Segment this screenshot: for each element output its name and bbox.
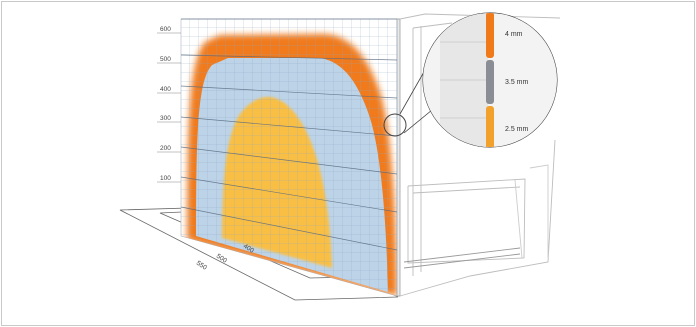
tick-label-500: 500 (160, 56, 171, 63)
load-chart-panel (180, 18, 398, 297)
panel-perspective-lines (180, 18, 398, 251)
tick-label-100: 100 (160, 175, 171, 182)
cabinet-front-panel (396, 18, 401, 297)
depth-label-400: 400 (242, 243, 255, 255)
tick-label-400: 400 (160, 86, 171, 93)
panel-grid (181, 19, 397, 296)
callout-connector-bottom (403, 109, 433, 134)
callout-bar-3-5mm (486, 60, 494, 104)
callout-label-bottom: 2.5 mm (505, 126, 529, 133)
drawer-cabinet (396, 13, 561, 297)
tick-label-200: 200 (160, 145, 171, 152)
callout-label-middle: 3.5 mm (505, 79, 529, 86)
tick-label-300: 300 (160, 115, 171, 122)
y-axis: 600 500 400 300 200 100 (157, 26, 181, 183)
depth-label-500: 500 (215, 253, 228, 265)
detail-marker-circle (383, 113, 407, 137)
depth-label-550: 550 (195, 260, 208, 272)
callout-bar-4mm (486, 13, 494, 58)
tick-label-600: 600 (160, 26, 171, 33)
depth-labels: 400 500 550 (195, 243, 255, 272)
callout-bar-2-5mm (486, 106, 494, 147)
magnified-callout: 4 mm 3.5 mm 2.5 mm (422, 12, 558, 148)
callout-label-top: 4 mm (505, 31, 523, 38)
